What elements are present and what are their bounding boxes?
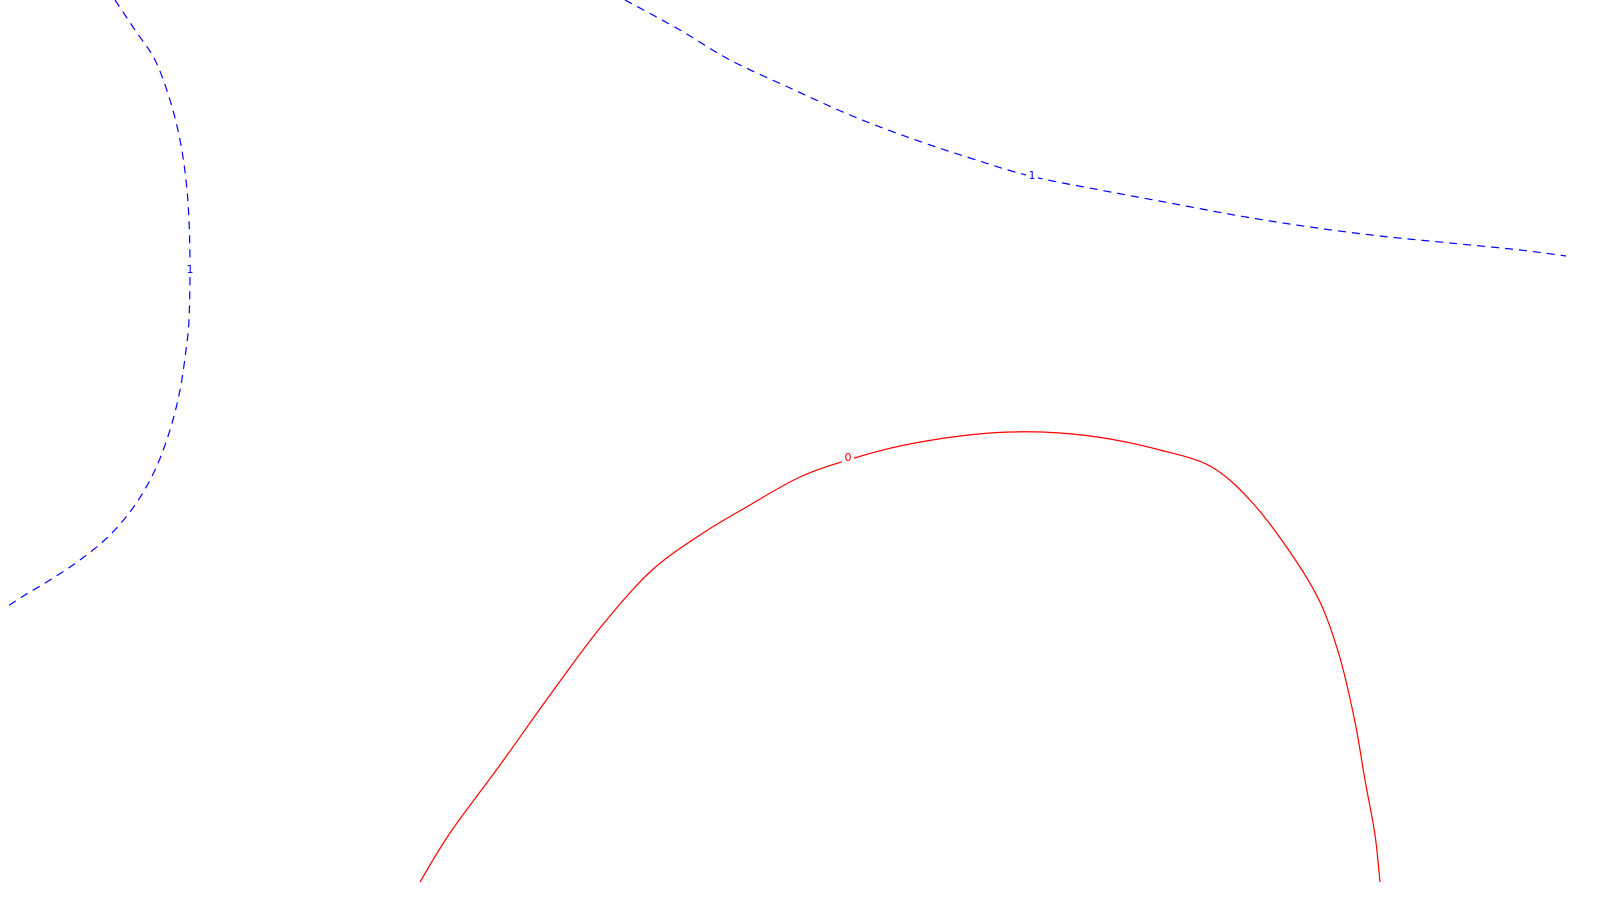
lower-contour (419, 431, 1381, 883)
contour-label-background (1026, 169, 1038, 183)
contour-label-background (184, 263, 196, 277)
upper-left-contour (4, 0, 191, 609)
contour-labels: 1 1 0 (184, 169, 1038, 465)
contour-label-upper-left-contour: 1 (187, 263, 194, 276)
contour-label-background (842, 451, 854, 465)
contour-label-lower-contour: 0 (845, 451, 852, 464)
contour-label-upper-right-contour: 1 (1029, 169, 1036, 182)
contour-lines (4, 0, 1567, 883)
upper-right-contour (624, 0, 1567, 257)
